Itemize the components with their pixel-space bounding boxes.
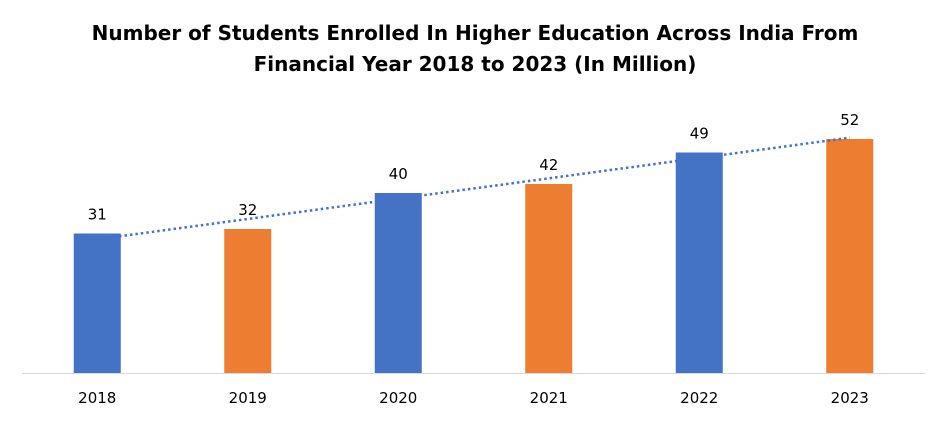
bar-2020 (374, 193, 422, 373)
x-tick-label-2019: 2019 (229, 389, 267, 407)
bar-2023 (826, 139, 874, 373)
data-label-2020: 40 (389, 165, 408, 183)
data-label-2022: 49 (690, 125, 709, 143)
chart-title-line-1: Number of Students Enrolled In Higher Ed… (91, 21, 859, 45)
bar-2019 (224, 229, 272, 373)
x-tick-label-2021: 2021 (530, 389, 568, 407)
bar-2022 (675, 152, 723, 373)
data-label-2019: 32 (238, 201, 257, 219)
bar-2018 (73, 233, 121, 373)
data-label-2021: 42 (539, 156, 558, 174)
x-tick-label-2020: 2020 (379, 389, 417, 407)
x-tick-label-2018: 2018 (78, 389, 116, 407)
data-label-2023: 52 (840, 111, 859, 129)
chart-title: Number of Students Enrolled In Higher Ed… (0, 18, 950, 80)
x-tick-label-2022: 2022 (680, 389, 718, 407)
x-tick-label-2023: 2023 (831, 389, 869, 407)
chart-title-line-2: Financial Year 2018 to 2023 (In Million) (253, 52, 697, 76)
bar-2021 (525, 184, 573, 373)
trendline (97, 136, 850, 241)
data-label-2018: 31 (88, 206, 107, 224)
